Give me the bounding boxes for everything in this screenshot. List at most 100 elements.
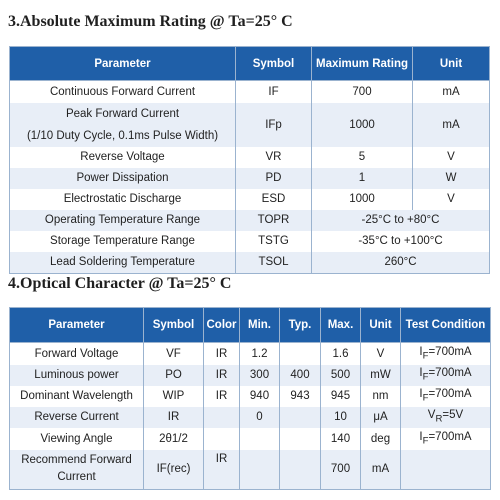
- unit-cell: W: [412, 167, 490, 189]
- unit-cell: mA: [360, 449, 401, 490]
- unit-cell: V: [412, 188, 490, 210]
- symbol-cell: IF(rec): [143, 449, 204, 490]
- rating-cell: -35°C to +100°C: [311, 230, 490, 252]
- table-row: Forward Voltage VF IR 1.2 1.6 V IF=700mA: [9, 342, 491, 365]
- parameter-cell: Recommend Forward Current: [9, 449, 144, 490]
- min-cell: [239, 427, 280, 450]
- parameter-text: Peak Forward Current: [65, 107, 180, 120]
- max-cell: 1.6: [320, 342, 361, 365]
- rating-cell: 1000: [311, 102, 413, 147]
- unit-cell: nm: [360, 385, 401, 407]
- min-cell: 0: [239, 406, 280, 428]
- color-cell: IR: [203, 385, 240, 407]
- condition-value: =700mA: [428, 346, 472, 359]
- color-cell: IR: [203, 364, 240, 386]
- table-row: Luminous power PO IR 300 400 500 mW IF=7…: [9, 364, 491, 386]
- symbol-cell: PO: [143, 364, 204, 386]
- condition-value: =700mA: [428, 388, 472, 401]
- symbol-cell: WIP: [143, 385, 204, 407]
- table-row: Peak Forward Current (1/10 Duty Cycle, 0.…: [9, 102, 490, 147]
- parameter-cell: Continuous Forward Current: [9, 80, 236, 103]
- parameter-cell: Viewing Angle: [9, 427, 144, 450]
- parameter-cell: Reverse Current: [9, 406, 144, 428]
- symbol-cell: PD: [235, 167, 312, 189]
- header-parameter: Parameter: [9, 46, 236, 81]
- typ-cell: 400: [279, 364, 321, 386]
- symbol-cell: VR: [235, 146, 312, 168]
- header-symbol: Symbol: [235, 46, 312, 81]
- unit-cell: mA: [412, 80, 490, 103]
- table-row: Viewing Angle 2θ1/2 140 deg IF=700mA: [9, 427, 491, 450]
- optical-character-table: Parameter Symbol Color Min. Typ. Max. Un…: [9, 307, 491, 490]
- condition-subscript: F: [422, 371, 429, 383]
- parameter-cell: Dominant Wavelength: [9, 385, 144, 407]
- header-typ: Typ.: [279, 307, 321, 343]
- condition-symbol: I: [419, 388, 423, 401]
- min-cell: [239, 449, 280, 490]
- symbol-cell: TOPR: [235, 209, 312, 231]
- header-color: Color: [203, 307, 240, 343]
- condition-value: =700mA: [428, 430, 472, 443]
- color-cell: IR: [203, 449, 240, 490]
- unit-cell: mW: [360, 364, 401, 386]
- table-row: Reverse Current IR 0 10 μA VR=5V: [9, 406, 491, 428]
- condition-symbol: I: [419, 367, 423, 380]
- min-cell: 300: [239, 364, 280, 386]
- unit-cell: deg: [360, 427, 401, 450]
- parameter-cell: Forward Voltage: [9, 342, 144, 365]
- test-condition-cell: VR=5V: [400, 406, 491, 428]
- parameter-cell: Luminous power: [9, 364, 144, 386]
- rating-cell: 260°C: [311, 251, 490, 274]
- max-cell: 700: [320, 449, 361, 490]
- typ-cell: [279, 406, 321, 428]
- table-row: Recommend Forward Current IF(rec) IR 700 …: [9, 449, 491, 490]
- test-condition-cell: IF=700mA: [400, 427, 491, 450]
- rating-cell: -25°C to +80°C: [311, 209, 490, 231]
- condition-subscript: F: [422, 435, 429, 447]
- header-max: Max.: [320, 307, 361, 343]
- symbol-cell: IF: [235, 80, 312, 103]
- unit-cell: V: [412, 146, 490, 168]
- color-cell: [203, 427, 240, 450]
- rating-cell: 5: [311, 146, 413, 168]
- condition-subscript: R: [435, 413, 443, 425]
- parameter-cell: Peak Forward Current (1/10 Duty Cycle, 0.…: [9, 102, 236, 147]
- header-symbol: Symbol: [143, 307, 204, 343]
- condition-symbol: I: [419, 346, 423, 359]
- parameter-cell: Power Dissipation: [9, 167, 236, 189]
- rating-cell: 1: [311, 167, 413, 189]
- color-cell: [203, 406, 240, 428]
- test-condition-cell: IF=700mA: [400, 364, 491, 386]
- table-row: Lead Soldering Temperature TSOL 260°C: [9, 251, 490, 274]
- typ-cell: [279, 449, 321, 490]
- unit-cell: mA: [412, 102, 490, 147]
- unit-cell: V: [360, 342, 401, 365]
- symbol-cell: IFp: [235, 102, 312, 147]
- parameter-cell: Lead Soldering Temperature: [9, 251, 236, 274]
- symbol-cell: VF: [143, 342, 204, 365]
- table-row: Power Dissipation PD 1 W: [9, 167, 490, 189]
- header-test-condition: Test Condition: [400, 307, 491, 343]
- table-row: Storage Temperature Range TSTG -35°C to …: [9, 230, 490, 252]
- table-row: Continuous Forward Current IF 700 mA: [9, 80, 490, 103]
- max-cell: 10: [320, 406, 361, 428]
- header-unit: Unit: [412, 46, 490, 81]
- min-cell: 940: [239, 385, 280, 407]
- parameter-cell: Reverse Voltage: [9, 146, 236, 168]
- condition-symbol: V: [427, 409, 436, 422]
- rating-cell: 1000: [311, 188, 413, 210]
- max-cell: 945: [320, 385, 361, 407]
- rating-cell: 700: [311, 80, 413, 103]
- test-condition-cell: IF=700mA: [400, 385, 491, 407]
- color-cell: IR: [203, 342, 240, 365]
- condition-subscript: F: [422, 350, 429, 362]
- section3-title: 3.Absolute Maximum Rating @ Ta=25° C: [8, 13, 293, 30]
- table-row: Dominant Wavelength WIP IR 940 943 945 n…: [9, 385, 491, 407]
- test-condition-cell: IF=700mA: [400, 342, 491, 365]
- absolute-max-rating-table: Parameter Symbol Maximum Rating Unit Con…: [9, 46, 490, 274]
- parameter-cell: Electrostatic Discharge: [9, 188, 236, 210]
- symbol-cell: IR: [143, 406, 204, 428]
- max-cell: 500: [320, 364, 361, 386]
- header-unit: Unit: [360, 307, 401, 343]
- header-parameter: Parameter: [9, 307, 144, 343]
